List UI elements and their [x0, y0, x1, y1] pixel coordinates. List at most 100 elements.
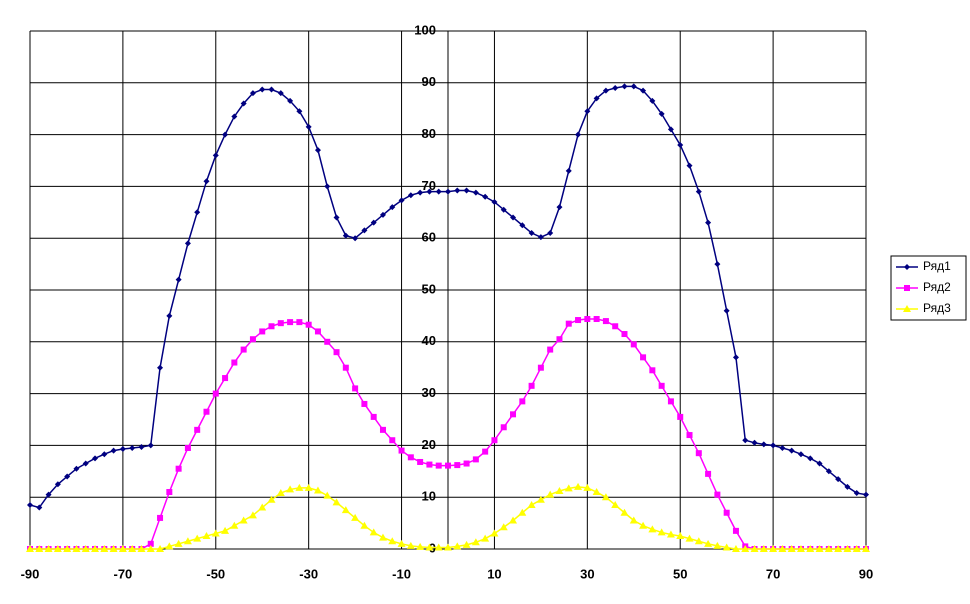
marker [546, 490, 555, 498]
marker [193, 534, 202, 542]
marker [378, 533, 387, 541]
legend-label: Ряд1 [923, 259, 951, 273]
marker [779, 444, 786, 451]
marker [686, 432, 693, 439]
y-tick-label: 10 [422, 489, 436, 504]
marker [240, 346, 247, 353]
marker [490, 529, 499, 537]
marker [287, 319, 294, 326]
marker [379, 211, 386, 218]
marker [183, 537, 192, 545]
marker [904, 264, 910, 270]
marker [389, 204, 396, 211]
marker [445, 462, 451, 469]
marker [184, 240, 191, 247]
marker [295, 483, 304, 491]
x-tick-label: 30 [580, 566, 594, 581]
marker [91, 545, 100, 552]
marker [677, 141, 684, 148]
marker [434, 543, 443, 551]
marker [379, 426, 386, 433]
marker [648, 525, 657, 533]
marker [268, 86, 275, 93]
y-tick-label: 50 [422, 281, 436, 296]
marker [788, 447, 795, 454]
x-tick-label: -30 [299, 566, 318, 581]
marker [770, 442, 777, 449]
series [27, 83, 869, 511]
marker [407, 192, 414, 199]
marker [296, 108, 303, 115]
marker [239, 516, 248, 524]
marker [537, 234, 544, 241]
marker [137, 545, 146, 552]
marker [528, 382, 535, 389]
marker [471, 538, 480, 546]
marker [258, 503, 267, 511]
marker [259, 328, 266, 335]
marker [853, 490, 860, 497]
marker [547, 346, 554, 353]
marker [370, 219, 377, 226]
marker [732, 527, 739, 534]
marker [389, 437, 396, 444]
marker [305, 321, 312, 328]
marker [750, 545, 759, 552]
marker [230, 521, 239, 529]
marker [194, 426, 201, 433]
x-tick-label: 70 [766, 566, 780, 581]
x-tick-label: -90 [21, 566, 40, 581]
marker [100, 545, 109, 552]
marker [27, 501, 33, 508]
marker [778, 545, 787, 552]
marker [519, 398, 526, 405]
marker [528, 230, 535, 237]
marker [426, 188, 433, 195]
marker [658, 382, 665, 389]
marker [593, 316, 600, 323]
marker [82, 460, 89, 467]
x-tick-label: -70 [113, 566, 132, 581]
x-tick-label: 50 [673, 566, 687, 581]
marker [26, 545, 34, 552]
marker [314, 147, 321, 154]
x-tick-label: -50 [206, 566, 225, 581]
marker [519, 222, 526, 229]
marker [741, 545, 750, 552]
marker [417, 189, 424, 196]
marker [146, 545, 155, 552]
marker [843, 545, 852, 552]
marker [499, 523, 508, 531]
marker [584, 108, 591, 115]
marker [323, 491, 332, 499]
x-tick-label: 90 [859, 566, 873, 581]
marker [863, 491, 869, 498]
marker [435, 188, 442, 195]
y-tick-label: 90 [422, 74, 436, 89]
marker [425, 543, 434, 551]
marker [406, 541, 415, 549]
marker [575, 317, 582, 324]
marker [742, 437, 749, 444]
y-tick-label: 40 [422, 333, 436, 348]
marker [657, 528, 666, 536]
marker [351, 513, 360, 521]
marker [166, 489, 173, 496]
marker [612, 323, 619, 330]
marker [472, 456, 479, 463]
marker [574, 482, 583, 490]
marker [454, 462, 461, 469]
marker [462, 540, 471, 548]
marker [416, 542, 425, 550]
marker [713, 541, 722, 549]
marker [64, 473, 71, 480]
marker [677, 413, 684, 420]
marker [704, 539, 713, 547]
marker [629, 516, 638, 524]
marker [110, 447, 117, 454]
y-tick-label: 30 [422, 385, 436, 400]
marker [601, 493, 610, 501]
marker [583, 483, 592, 491]
marker [695, 450, 702, 457]
marker [138, 443, 145, 450]
